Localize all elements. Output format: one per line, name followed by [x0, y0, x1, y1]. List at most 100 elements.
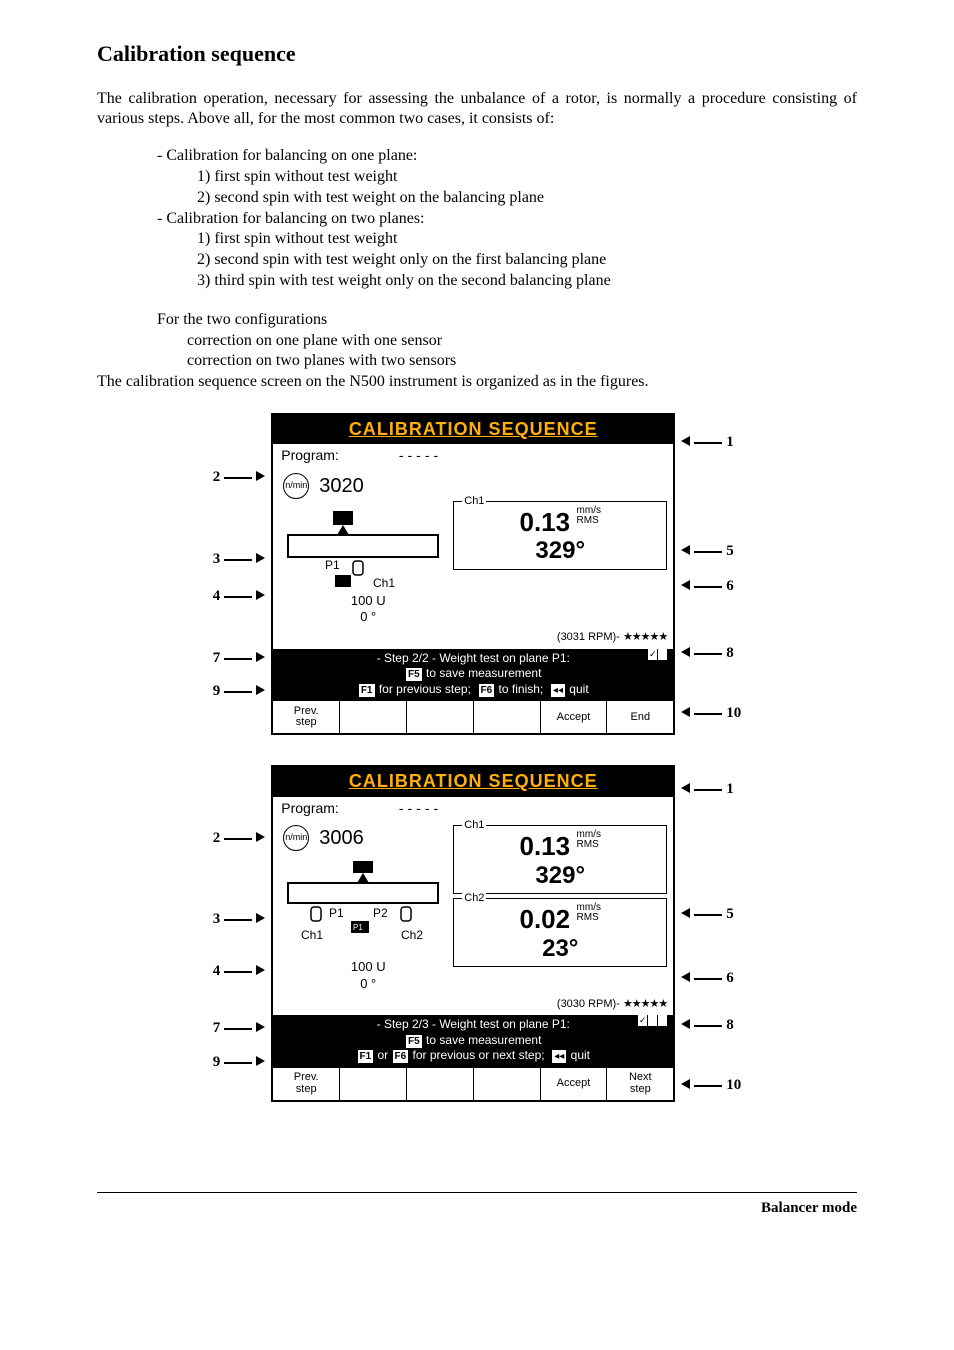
- fkey-empty: [407, 1068, 474, 1100]
- status-line-3: F1 or F6 for previous or next step; ◂◂ q…: [279, 1048, 667, 1064]
- screen-title: CALIBRATION SEQUENCE: [273, 415, 673, 444]
- reading-ch1: Ch1 0.13 mm/s RMS 329°: [453, 825, 667, 894]
- list1-item: 1) first spin without test weight: [197, 167, 857, 188]
- fkey-empty: [340, 1068, 407, 1100]
- fkey-empty: [340, 701, 407, 733]
- list2-item: 3) third spin with test weight only on t…: [197, 271, 857, 292]
- stability-row: (3030 RPM)- ★★★★★: [273, 997, 673, 1015]
- reading-channel: Ch1: [462, 818, 486, 832]
- list2-title: - Calibration for balancing on two plane…: [157, 209, 857, 230]
- list1-item: 2) second spin with test weight on the b…: [197, 188, 857, 209]
- config-intro: For the two configurations: [157, 310, 857, 331]
- page-footer: Balancer mode: [97, 1192, 857, 1219]
- test-weight-angle: 0 °: [283, 976, 453, 993]
- callout-6: 6: [681, 969, 734, 989]
- status-line-1: - Step 2/3 - Weight test on plane P1:: [279, 1017, 667, 1033]
- list1-title: - Calibration for balancing on one plane…: [157, 146, 857, 167]
- callout-9: 9: [213, 1053, 266, 1073]
- callout-5: 5: [681, 542, 734, 562]
- device-screen-1: CALIBRATION SEQUENCE Program: ----- n/mi…: [271, 413, 675, 735]
- program-value: -----: [399, 799, 442, 817]
- stability-stars: ★★★★★: [623, 998, 667, 1010]
- page-heading: Calibration sequence: [97, 40, 857, 69]
- fkey-accept[interactable]: Accept: [541, 701, 608, 733]
- callout-2: 2: [213, 829, 266, 849]
- stability-rpm: (3030 RPM)-: [557, 998, 620, 1010]
- test-weight-units: 100 U: [283, 959, 453, 976]
- config-line: correction on one plane with one sensor: [187, 331, 857, 352]
- fkey-end[interactable]: End: [607, 701, 673, 733]
- svg-text:P1: P1: [325, 558, 340, 572]
- callout-7: 7: [213, 649, 266, 669]
- reading-channel: Ch2: [462, 891, 486, 905]
- program-label: Program:: [281, 446, 339, 464]
- reading-channel: Ch1: [462, 494, 486, 508]
- stability-row: (3031 RPM)- ★★★★★: [273, 630, 673, 648]
- device-screen-2: CALIBRATION SEQUENCE Program: ----- n/mi…: [271, 765, 675, 1101]
- status-area: ✓ - Step 2/2 - Weight test on plane P1: …: [273, 649, 673, 700]
- callout-4: 4: [213, 587, 266, 607]
- callout-2: 2: [213, 468, 266, 488]
- status-area: ✓ - Step 2/3 - Weight test on plane P1: …: [273, 1015, 673, 1066]
- list2-item: 2) second spin with test weight only on …: [197, 250, 857, 271]
- intro-paragraph: The calibration operation, necessary for…: [97, 89, 857, 131]
- reading-ch2: Ch2 0.02 mm/s RMS 23°: [453, 898, 667, 967]
- callout-3: 3: [213, 550, 266, 570]
- rotor-diagram: P1 P2 P1 Ch1 Ch2: [283, 857, 453, 957]
- fkey-prev-step[interactable]: Prev. step: [273, 701, 340, 733]
- reading-angle: 329°: [462, 860, 658, 891]
- callout-1: 1: [681, 780, 734, 800]
- fkey-empty: [474, 701, 541, 733]
- stability-stars: ★★★★★: [623, 631, 667, 643]
- figure-1: 2 3 4 7 9 CALIBRATION SEQUENCE Program: ----…: [213, 413, 742, 735]
- status-line-2: F5 to save measurement: [279, 666, 667, 682]
- svg-text:Ch1: Ch1: [301, 928, 323, 942]
- fkey-accept[interactable]: Accept: [541, 1068, 608, 1100]
- callout-4: 4: [213, 962, 266, 982]
- reading-angle: 23°: [462, 933, 658, 964]
- progress-marker: ✓: [638, 1015, 667, 1026]
- callout-10: 10: [681, 704, 741, 724]
- callout-3: 3: [213, 910, 266, 930]
- fkey-empty: [474, 1068, 541, 1100]
- callout-8: 8: [681, 1016, 734, 1036]
- callout-9: 9: [213, 682, 266, 702]
- rpm-icon: n/min: [283, 473, 309, 499]
- fkey-bar: Prev. step AcceptNext step: [273, 1066, 673, 1100]
- test-weight-units: 100 U: [283, 593, 453, 610]
- fkey-next-step[interactable]: Next step: [607, 1068, 673, 1100]
- svg-text:Ch2: Ch2: [401, 928, 423, 942]
- svg-text:P2: P2: [373, 906, 388, 920]
- program-label: Program:: [281, 799, 339, 817]
- rpm-value: 3020: [319, 473, 364, 499]
- rpm-icon: n/min: [283, 825, 309, 851]
- list2-item: 1) first spin without test weight: [197, 229, 857, 250]
- status-line-2: F5 to save measurement: [279, 1033, 667, 1049]
- progress-marker: ✓: [648, 649, 667, 660]
- closing-paragraph: The calibration sequence screen on the N…: [97, 372, 857, 393]
- config-line: correction on two planes with two sensor…: [187, 351, 857, 372]
- figure-2: 23479 CALIBRATION SEQUENCE Program: ----…: [213, 765, 742, 1101]
- reading-angle: 329°: [462, 535, 658, 566]
- fkey-prev-step[interactable]: Prev. step: [273, 1068, 340, 1100]
- rotor-diagram: P1 Ch1: [283, 505, 453, 591]
- program-value: -----: [399, 446, 442, 464]
- fkey-bar: Prev. step AcceptEnd: [273, 699, 673, 733]
- rpm-value: 3006: [319, 825, 364, 851]
- fkey-badge: F5: [406, 1035, 422, 1048]
- status-line-3: F1 for previous step; F6 to finish; ◂◂ q…: [279, 682, 667, 698]
- fkey-empty: [407, 701, 474, 733]
- svg-text:Ch1: Ch1: [373, 576, 395, 590]
- status-line-1: - Step 2/2 - Weight test on plane P1:: [279, 651, 667, 667]
- reading-value: 0.02: [519, 903, 570, 937]
- callout-1: 1: [681, 433, 734, 453]
- callout-5: 5: [681, 905, 734, 925]
- reading-value: 0.13: [519, 830, 570, 864]
- reading-value: 0.13: [519, 506, 570, 540]
- screen-title: CALIBRATION SEQUENCE: [273, 767, 673, 796]
- stability-rpm: (3031 RPM)-: [557, 631, 620, 643]
- svg-text:P1: P1: [353, 923, 363, 932]
- reading-ch1: Ch1 0.13 mm/s RMS 329°: [453, 501, 667, 570]
- callout-6: 6: [681, 577, 734, 597]
- callout-8: 8: [681, 644, 734, 664]
